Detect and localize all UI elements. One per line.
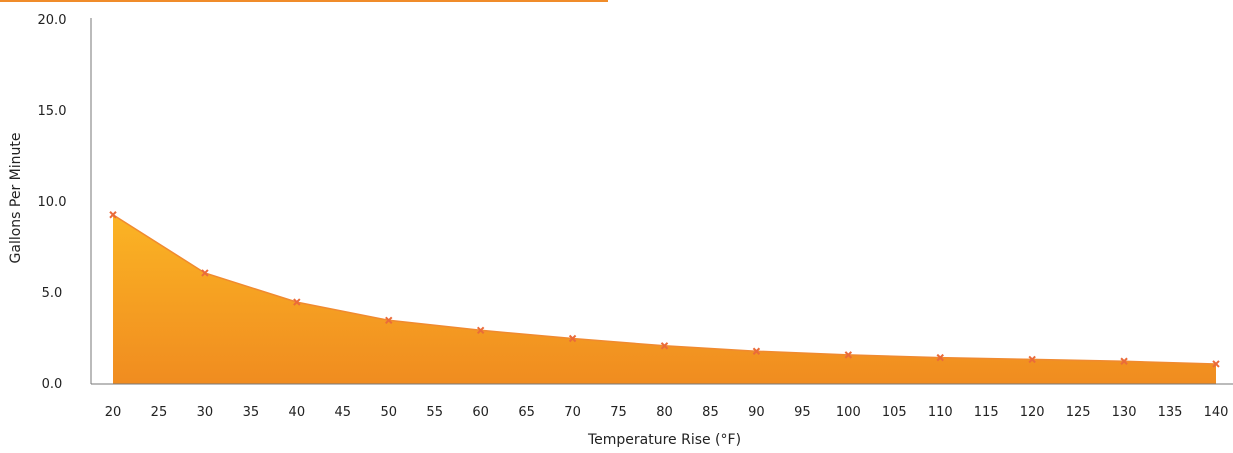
- data-point-30: [201, 269, 209, 277]
- data-point-130: [1120, 357, 1128, 365]
- x-axis-title: Temperature Rise (°F): [587, 432, 741, 448]
- x-tick-label: 35: [243, 405, 260, 420]
- x-tick-label: 140: [1204, 405, 1229, 420]
- y-tick-label: 15.0: [38, 104, 67, 119]
- y-axis-ticks: 0.0 5.0 10.0 15.0 20.0: [38, 13, 67, 392]
- x-tick-label: 50: [380, 405, 397, 420]
- data-point-20: [109, 211, 117, 219]
- x-tick-label: 20: [105, 405, 122, 420]
- x-tick-label: 130: [1112, 405, 1137, 420]
- x-tick-label: 75: [610, 405, 627, 420]
- x-tick-label: 80: [656, 405, 673, 420]
- data-point-140: [1212, 360, 1220, 368]
- x-tick-label: 90: [748, 405, 765, 420]
- x-tick-label: 115: [974, 405, 999, 420]
- x-tick-label: 25: [151, 405, 168, 420]
- x-tick-label: 100: [836, 405, 861, 420]
- x-tick-label: 135: [1158, 405, 1183, 420]
- y-tick-label: 0.0: [42, 377, 63, 392]
- y-tick-label: 20.0: [38, 13, 67, 28]
- data-point-80: [660, 342, 669, 350]
- y-tick-label: 10.0: [38, 195, 67, 210]
- data-point-110: [936, 353, 944, 362]
- data-point-90: [752, 347, 761, 355]
- marker-layer: [109, 211, 1220, 368]
- x-tick-label: 55: [426, 405, 443, 420]
- x-tick-label: 45: [335, 405, 352, 420]
- data-point-120: [1028, 355, 1036, 364]
- y-tick-label: 5.0: [42, 286, 63, 301]
- y-axis-title: Gallons Per Minute: [8, 133, 24, 264]
- x-axis-ticks: 20 25 30 35 40 45 50 55 60 65 70 75 80 85 90 95 100 105 11…: [105, 405, 1229, 420]
- data-point-50: [385, 316, 393, 325]
- x-tick-label: 65: [518, 405, 535, 420]
- x-tick-label: 60: [472, 405, 489, 420]
- data-point-40: [293, 298, 301, 306]
- data-point-60: [476, 326, 485, 335]
- x-tick-label: 95: [794, 405, 811, 420]
- axes: [90, 18, 1233, 385]
- x-tick-label: 70: [564, 405, 581, 420]
- data-point-100: [844, 351, 853, 359]
- x-tick-label: 120: [1020, 405, 1045, 420]
- x-tick-label: 85: [702, 405, 719, 420]
- series-area: [113, 214, 1216, 384]
- area-layer: [112, 214, 1217, 384]
- top-accent-rule: [0, 0, 608, 2]
- x-tick-label: 125: [1066, 405, 1091, 420]
- data-point-70: [568, 334, 577, 343]
- x-tick-label: 30: [197, 405, 214, 420]
- x-tick-label: 40: [289, 405, 306, 420]
- x-tick-label: 110: [928, 405, 953, 420]
- x-tick-label: 105: [882, 405, 907, 420]
